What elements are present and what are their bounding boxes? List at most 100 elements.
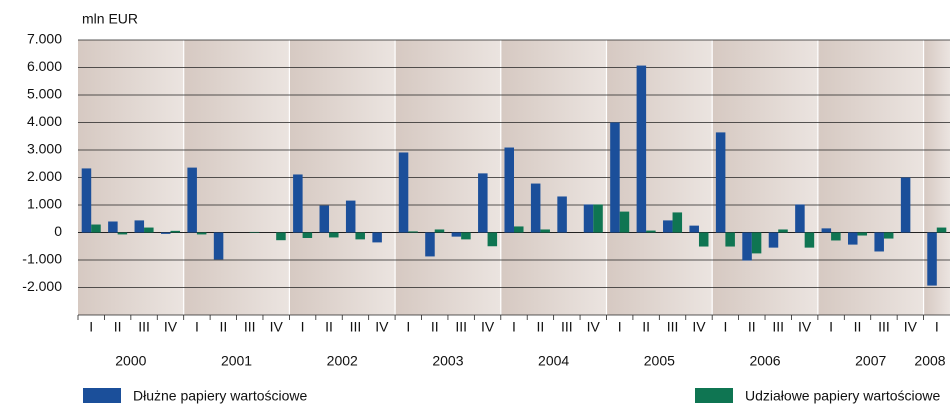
legend-swatch — [695, 388, 733, 403]
bar — [821, 228, 832, 233]
bar — [134, 220, 145, 233]
y-axis-label: mln EUR — [82, 11, 138, 27]
y-tick-label: -2.000 — [22, 278, 62, 294]
year-label: 2007 — [855, 353, 886, 369]
x-tick-label: II — [325, 319, 333, 335]
bar — [213, 232, 224, 260]
bar — [187, 167, 197, 233]
bar — [636, 65, 647, 233]
year-label: 2005 — [644, 353, 675, 369]
y-tick-label: -1.000 — [22, 251, 62, 267]
legend-label: Udziałowe papiery wartościowe — [745, 388, 941, 404]
y-tick-label: 0 — [54, 223, 62, 239]
x-tick-label: I — [723, 319, 727, 335]
bar — [619, 211, 630, 233]
bar — [170, 230, 180, 233]
y-tick-label: 1.000 — [27, 196, 62, 212]
y-tick-label: 7.000 — [27, 31, 62, 47]
x-tick-label: IV — [798, 319, 812, 335]
bar — [672, 212, 683, 233]
bar — [329, 232, 339, 238]
bar — [804, 232, 815, 248]
year-label: 2001 — [221, 353, 252, 369]
y-tick-label: 2.000 — [27, 168, 62, 184]
bar — [372, 232, 382, 243]
x-tick-label: III — [561, 319, 573, 335]
x-tick-label: II — [114, 319, 122, 335]
bar — [319, 205, 330, 233]
year-label: 2002 — [327, 353, 358, 369]
x-tick-label: II — [748, 319, 756, 335]
bar — [778, 229, 788, 233]
bar — [249, 231, 260, 233]
x-tick-label: IV — [904, 319, 918, 335]
x-tick-label: IV — [375, 319, 389, 335]
bar — [408, 231, 418, 233]
bar — [698, 232, 709, 247]
year-label: 2003 — [432, 353, 463, 369]
bar — [530, 183, 541, 233]
bar — [487, 232, 498, 247]
bar — [848, 232, 858, 245]
bar — [646, 230, 656, 233]
year-label: 2000 — [115, 353, 146, 369]
x-tick-label: IV — [481, 319, 495, 335]
x-tick-label: IV — [692, 319, 706, 335]
legend-swatch — [83, 388, 121, 403]
x-tick-label: I — [829, 319, 833, 335]
bar — [663, 220, 673, 233]
x-tick-label: IV — [270, 319, 284, 335]
bar — [768, 232, 779, 248]
x-tick-label: III — [244, 319, 256, 335]
bar — [927, 232, 937, 286]
bar — [831, 232, 841, 241]
y-tick-label: 5.000 — [27, 86, 62, 102]
x-tick-label: II — [854, 319, 862, 335]
bar — [461, 232, 471, 240]
bar — [936, 227, 947, 233]
bar — [478, 173, 488, 233]
x-tick-label: I — [512, 319, 516, 335]
x-tick-label: II — [537, 319, 545, 335]
bar — [276, 232, 286, 241]
bar — [725, 232, 735, 247]
year-label: 2006 — [749, 353, 780, 369]
bar — [196, 232, 207, 235]
bar — [742, 232, 752, 261]
bar — [514, 226, 524, 233]
bar — [302, 232, 313, 238]
bar — [81, 168, 92, 233]
bar — [451, 232, 462, 237]
x-tick-label: IV — [164, 319, 178, 335]
y-tick-label: 6.000 — [27, 58, 62, 74]
bar — [355, 232, 365, 240]
bar — [715, 132, 726, 233]
year-label: 2008 — [914, 353, 945, 369]
x-tick-label: I — [406, 319, 410, 335]
bar — [293, 174, 303, 233]
bar — [425, 232, 435, 257]
bar — [144, 227, 154, 233]
bar — [160, 232, 171, 234]
bar — [795, 204, 805, 233]
bar — [91, 224, 101, 233]
bar — [689, 225, 699, 233]
bar — [434, 229, 445, 233]
bar — [593, 204, 603, 233]
bar — [883, 232, 894, 239]
bar — [857, 232, 868, 236]
x-tick-label: III — [772, 319, 784, 335]
x-tick-label: I — [301, 319, 305, 335]
x-tick-label: I — [195, 319, 199, 335]
x-tick-label: III — [138, 319, 150, 335]
x-tick-label: I — [935, 319, 939, 335]
x-tick-label: III — [667, 319, 679, 335]
bar — [751, 232, 762, 254]
x-tick-label: II — [219, 319, 227, 335]
y-tick-label: 4.000 — [27, 113, 62, 129]
x-tick-label: II — [431, 319, 439, 335]
bar — [345, 200, 356, 233]
x-tick-label: III — [878, 319, 890, 335]
x-tick-label: II — [642, 319, 650, 335]
